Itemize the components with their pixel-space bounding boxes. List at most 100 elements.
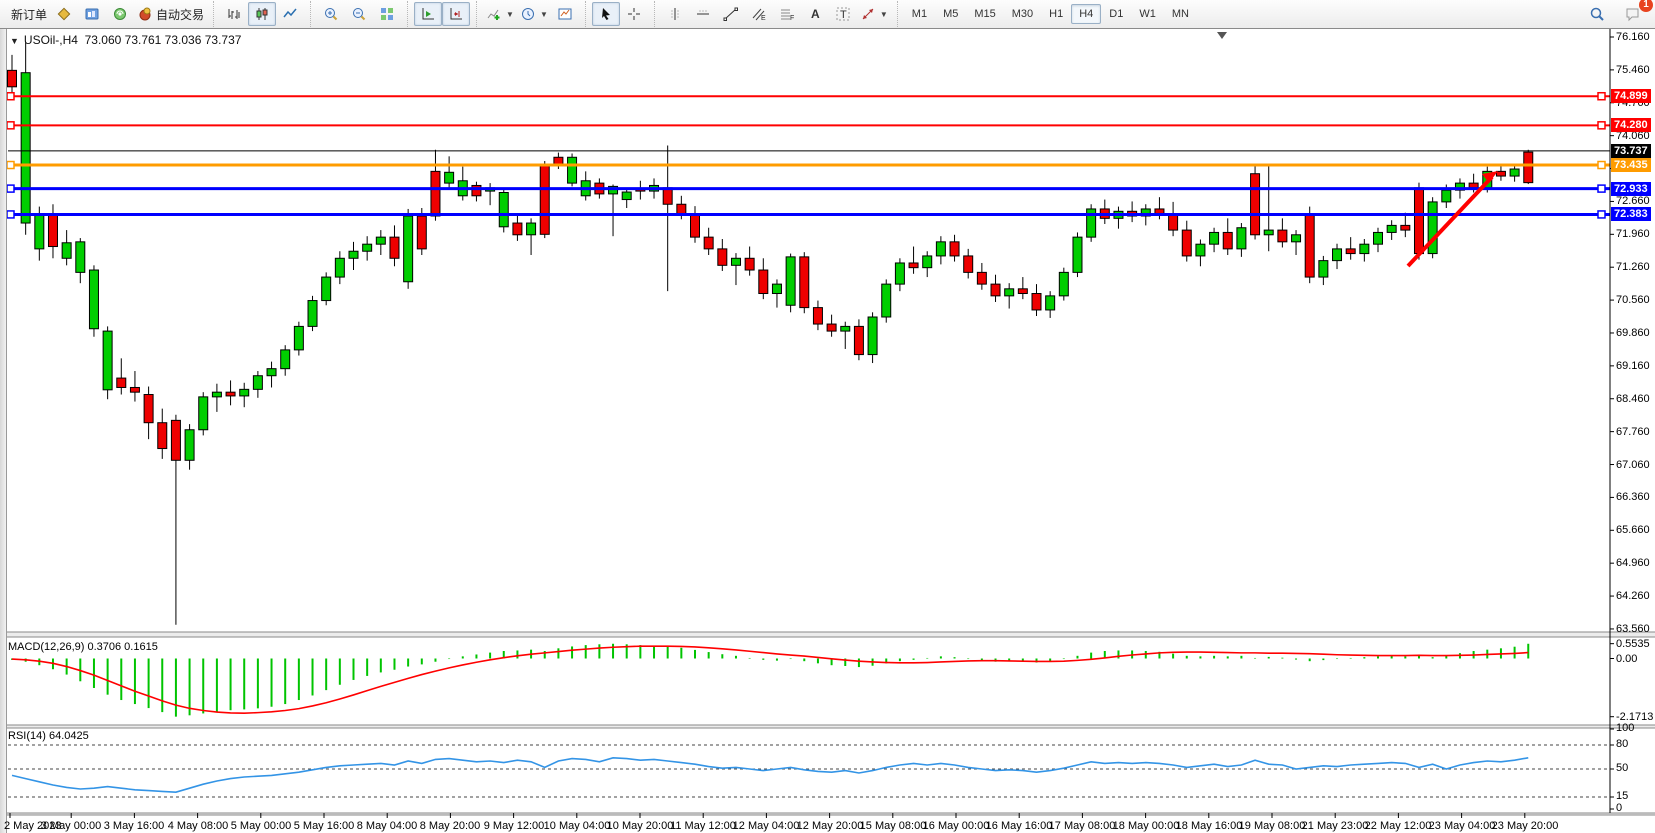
- macd-label: MACD(12,26,9) 0.3706 0.1615: [8, 641, 158, 653]
- timeframe-m5-button[interactable]: M5: [943, 8, 959, 20]
- arrows-button[interactable]: ▼: [857, 2, 891, 26]
- periods-button[interactable]: ▼: [517, 2, 551, 26]
- line-handle[interactable]: [1597, 121, 1606, 130]
- line-handle[interactable]: [6, 121, 15, 130]
- line-handle[interactable]: [1597, 184, 1606, 193]
- auto-scroll-button[interactable]: [414, 2, 443, 26]
- candle-body: [88, 269, 99, 330]
- time-axis-label: 10 May 20:00: [606, 820, 674, 832]
- time-axis-label: 10 May 04:00: [543, 820, 611, 832]
- candle-body: [1277, 229, 1288, 243]
- time-axis-label: 18 May 16:00: [1175, 820, 1243, 832]
- line-handle[interactable]: [1597, 160, 1606, 170]
- market-window-icon[interactable]: [78, 2, 106, 26]
- timeframe-m1-button[interactable]: M1: [911, 8, 928, 20]
- crosshair-button[interactable]: [620, 2, 648, 26]
- line-handle[interactable]: [1597, 91, 1606, 101]
- rsi-axis-tick: 50: [1616, 762, 1629, 774]
- line-chart-button[interactable]: [276, 2, 304, 26]
- dropdown-caret-icon[interactable]: ▼: [539, 9, 548, 19]
- timeframe-mn-button[interactable]: MN: [1171, 8, 1189, 20]
- chart-shift-button[interactable]: [442, 2, 471, 26]
- timeframe-h1-button[interactable]: H1: [1049, 8, 1064, 20]
- timeframe-w1-button[interactable]: W1: [1139, 8, 1156, 20]
- timeframe-d1-button[interactable]: D1: [1109, 8, 1124, 20]
- candle-body: [1086, 208, 1097, 238]
- notifications-button[interactable]: 1: [1619, 0, 1653, 26]
- candlestick-chart-button[interactable]: [248, 2, 277, 26]
- price-axis-tick: 66.360: [1616, 491, 1650, 503]
- horizontal-line-button[interactable]: [689, 2, 717, 26]
- new-order-button[interactable]: 新订单: [8, 2, 50, 26]
- search-button[interactable]: [1583, 2, 1611, 26]
- dropdown-caret-icon[interactable]: ▼: [879, 9, 888, 19]
- candle-body: [785, 256, 796, 306]
- pane-separator[interactable]: [0, 725, 1655, 728]
- macd-signal-line: [11, 645, 1529, 714]
- line-handle[interactable]: [1597, 210, 1606, 219]
- signal-icon[interactable]: [106, 2, 134, 26]
- candle-body: [1017, 288, 1028, 295]
- candle-body: [47, 213, 58, 248]
- autoscroll-icon: [422, 8, 435, 20]
- chart-window[interactable]: ▼ USOil-,H4 73.060 73.761 73.036 73.737 7…: [0, 28, 1655, 833]
- candle-body: [867, 316, 878, 356]
- tile-windows-button[interactable]: [373, 2, 401, 26]
- candle-body: [1400, 224, 1411, 231]
- equidistant-channel-button[interactable]: E: [745, 2, 773, 26]
- price-chart-canvas[interactable]: [0, 29, 1655, 833]
- candle-body: [1332, 248, 1343, 262]
- autotrade-button[interactable]: 自动交易: [134, 2, 207, 26]
- trend-arrow[interactable]: [1406, 175, 1494, 268]
- candle-body: [1318, 260, 1329, 278]
- candle-body: [129, 386, 140, 393]
- candle-body: [1263, 229, 1274, 236]
- text-label-button[interactable]: T: [829, 2, 857, 26]
- zoom-out-button[interactable]: [345, 2, 373, 26]
- candle-body: [826, 323, 837, 332]
- timeframe-m15-button[interactable]: M15: [974, 8, 996, 20]
- cursor-button[interactable]: [591, 2, 620, 26]
- fibonacci-button[interactable]: F: [773, 2, 801, 26]
- trendline-button[interactable]: [717, 2, 745, 26]
- candle-body: [293, 325, 304, 351]
- rsi-axis-tick: 80: [1616, 738, 1629, 750]
- zoom-in-button[interactable]: [317, 2, 345, 26]
- autotrade-button-label: 自动交易: [156, 7, 205, 22]
- indicators-button[interactable]: ▼: [483, 2, 517, 26]
- price-axis-tick: 74.060: [1616, 130, 1650, 142]
- candle-body: [1168, 213, 1179, 231]
- market-watch-splitter[interactable]: [0, 29, 7, 833]
- line-handle[interactable]: [6, 210, 15, 219]
- line-handle[interactable]: [6, 184, 15, 193]
- candle-body: [758, 269, 769, 295]
- chart-shift-marker[interactable]: [1217, 32, 1227, 39]
- candle-body: [75, 241, 86, 273]
- bar-chart-button[interactable]: [220, 2, 248, 26]
- line-handle[interactable]: [6, 160, 15, 170]
- trend-arrow-head[interactable]: [1482, 171, 1498, 183]
- chartshift-icon: [450, 8, 463, 20]
- chart-collapse-icon[interactable]: ▼: [10, 36, 19, 46]
- timeframe-h4-button[interactable]: H4: [1071, 4, 1102, 24]
- line-handle[interactable]: [6, 91, 15, 101]
- vertical-line-button[interactable]: [661, 2, 689, 26]
- templates-button[interactable]: [551, 2, 579, 26]
- candle-body: [1345, 248, 1356, 255]
- svg-text:T: T: [840, 9, 847, 21]
- price-axis-tick: 76.160: [1616, 31, 1650, 43]
- dropdown-caret-icon[interactable]: ▼: [506, 9, 514, 19]
- time-axis-label: 22 May 12:00: [1364, 820, 1432, 832]
- candle-body: [239, 388, 250, 397]
- candle-body: [1359, 243, 1370, 255]
- sell-diamond-icon[interactable]: [50, 2, 78, 26]
- text-button[interactable]: A: [801, 2, 829, 26]
- pane-separator[interactable]: [0, 632, 1655, 637]
- texta-icon: A: [811, 7, 820, 21]
- candle-body: [949, 241, 960, 257]
- time-axis-label: 23 May 20:00: [1491, 820, 1559, 832]
- timeframe-m30-button[interactable]: M30: [1011, 8, 1034, 20]
- candles-icon: [256, 8, 268, 20]
- candle-body: [280, 349, 291, 370]
- pane-separator[interactable]: [0, 813, 1655, 815]
